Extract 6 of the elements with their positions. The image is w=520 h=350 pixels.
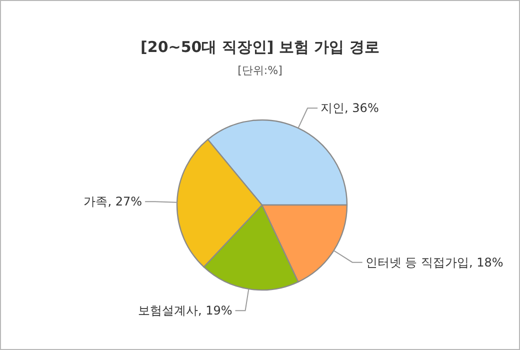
slice-label: 지인, 36% (320, 101, 379, 116)
slice-label: 보험설계사, 19% (138, 304, 232, 318)
chart-title: [20~50대 직장인] 보험 가입 경로 (140, 38, 380, 56)
slice-label: 인터넷 등 직접가입, 18% (365, 255, 504, 270)
chart-subtitle: [단위:%] (238, 64, 282, 77)
slice-label: 가족, 27% (84, 194, 142, 209)
